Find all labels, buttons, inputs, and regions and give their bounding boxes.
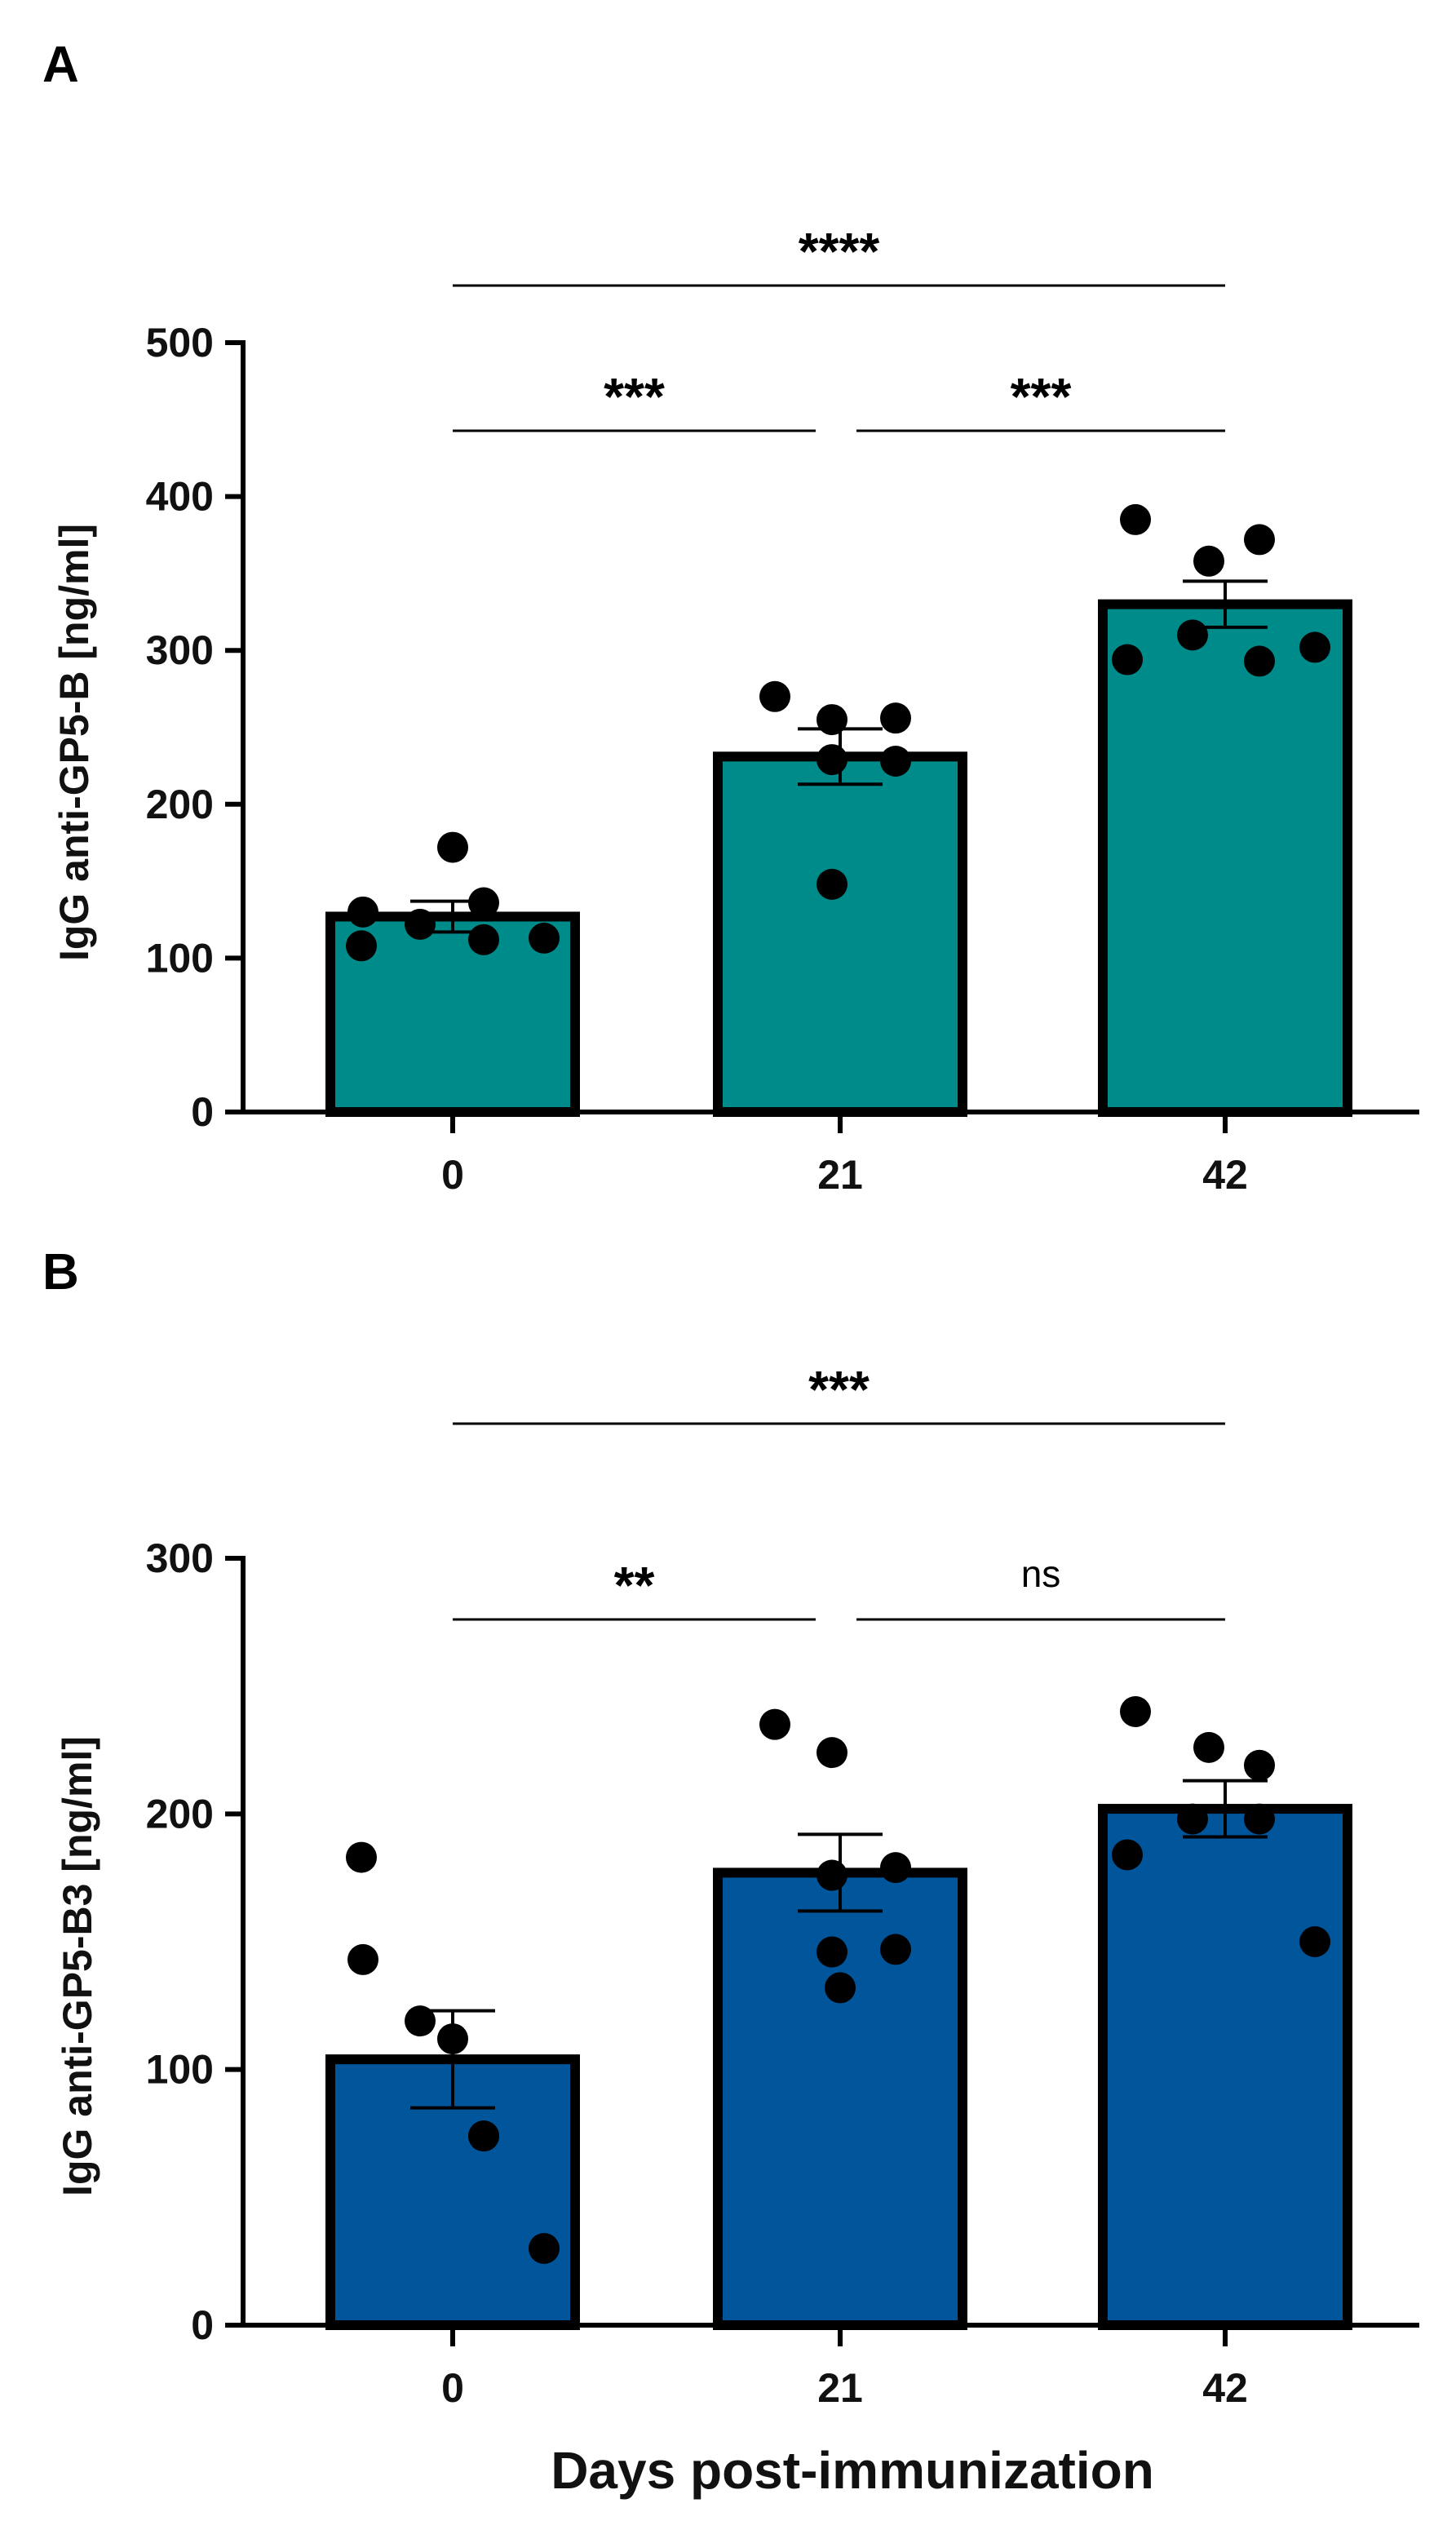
panel-a-data-point	[817, 704, 847, 736]
panel-b-error-bar-42	[1183, 1779, 1268, 1839]
panel-b-x-tick-label: 42	[1202, 2365, 1248, 2411]
panel-b-data-point	[817, 1936, 847, 1968]
panel-a-y-tick-label: 0	[191, 1089, 214, 1135]
panel-b-data-point	[880, 1852, 911, 1884]
panel-a-data-point	[1177, 619, 1208, 651]
panel-b-data-point	[468, 2120, 499, 2152]
panel-b-data-point	[1244, 1803, 1275, 1835]
panel-a-data-point	[529, 922, 560, 954]
panel-a-data-point	[1244, 524, 1275, 556]
panel-a: A IgG anti-GP5-B [ng/ml] 0 100 200 300 400 50…	[42, 37, 1419, 1198]
panel-b-y-tick-label: 100	[146, 2047, 214, 2093]
panel-b-significance-bracket: ***	[453, 1360, 1225, 1425]
panel-a-data-point	[759, 680, 790, 712]
panel-b-x-axis-title: Days post-immunization	[551, 2441, 1154, 2500]
panel-b: B IgG anti-GP5-B3 [ng/ml] 0 100 200 300 0 21 4…	[42, 1244, 1419, 2500]
panel-b-data-point	[1177, 1803, 1208, 1835]
panel-b-data-point	[1120, 1696, 1151, 1727]
panel-b-significance-bracket: ns	[856, 1553, 1225, 1621]
panel-b-data-point	[1112, 1839, 1143, 1871]
panel-a-y-tick-label: 500	[146, 320, 214, 366]
panel-a-data-point	[405, 908, 436, 940]
panel-b-data-point	[346, 1841, 377, 1873]
panel-b-significance-bracket: **	[453, 1556, 816, 1621]
panel-a-significance-bracket: ****	[453, 222, 1225, 287]
panel-b-data-point	[529, 2233, 560, 2264]
panel-a-data-point	[1299, 631, 1330, 663]
panel-b-significance-label: **	[614, 1556, 655, 1615]
panel-b-y-tick-label: 200	[146, 1791, 214, 1836]
panel-a-significance-bracket: ***	[453, 367, 816, 432]
panel-a-data-point	[880, 702, 911, 734]
panel-a-x-tick-label: 21	[817, 1152, 863, 1198]
panel-a-data-point	[1193, 545, 1224, 577]
panel-b-y-tick-label: 300	[146, 1535, 214, 1581]
panel-b-data-point	[1299, 1926, 1330, 1957]
panel-b-significance-label: ns	[1021, 1553, 1061, 1595]
panel-b-data-point	[880, 1934, 911, 1965]
panel-a-data-point	[468, 924, 499, 955]
panel-b-bar-42	[1098, 1804, 1352, 2330]
panel-a-y-tick-label: 400	[146, 474, 214, 520]
panel-a-x-tick-label: 0	[441, 1152, 464, 1198]
panel-a-data-point	[880, 745, 911, 777]
panel-a-significance-label: ***	[1011, 367, 1072, 426]
panel-a-significance-label: ****	[799, 222, 880, 281]
panel-a-letter: A	[42, 37, 79, 93]
panel-b-data-point	[405, 2005, 436, 2037]
panel-b-data-point	[1244, 1749, 1275, 1781]
panel-a-data-point	[346, 930, 377, 962]
panel-a-bar-21	[713, 751, 967, 1117]
panel-b-data-point	[759, 1708, 790, 1740]
panel-a-y-tick-label: 300	[146, 627, 214, 673]
panel-a-y-tick-label: 200	[146, 782, 214, 827]
panel-a-data-point	[468, 887, 499, 919]
panel-a-data-point	[1244, 645, 1275, 677]
panel-a-significance-label: ***	[604, 367, 665, 426]
panel-a-y-axis-title: IgG anti-GP5-B [ng/ml]	[51, 524, 97, 961]
panel-a-significance-bracket: ***	[856, 367, 1225, 432]
panel-a-data-point	[1120, 503, 1151, 535]
panel-b-data-point	[817, 1737, 847, 1769]
panel-a-data-point	[1112, 644, 1143, 676]
panel-a-data-point	[437, 831, 468, 863]
panel-b-data-point	[825, 1972, 856, 2004]
panel-b-data-point	[817, 1859, 847, 1891]
panel-b-data-point	[437, 2023, 468, 2055]
panel-a-x-tick-label: 42	[1202, 1152, 1248, 1198]
panel-a-data-point	[817, 744, 847, 776]
panel-b-y-axis-title: IgG anti-GP5-B3 [ng/ml]	[55, 1736, 100, 2196]
panel-a-y-tick-label: 100	[146, 935, 214, 981]
panel-b-y-tick-label: 0	[191, 2302, 214, 2348]
panel-b-x-tick-label: 0	[441, 2365, 464, 2411]
panel-b-data-point	[1193, 1731, 1224, 1763]
panel-b-data-point	[347, 1943, 378, 1975]
panel-a-data-point	[817, 868, 847, 900]
panel-b-significance-label: ***	[808, 1360, 870, 1419]
panel-a-bar-42	[1098, 599, 1352, 1117]
panel-b-letter: B	[42, 1244, 79, 1300]
panel-a-data-point	[347, 896, 378, 928]
panel-b-x-tick-label: 21	[817, 2365, 863, 2411]
